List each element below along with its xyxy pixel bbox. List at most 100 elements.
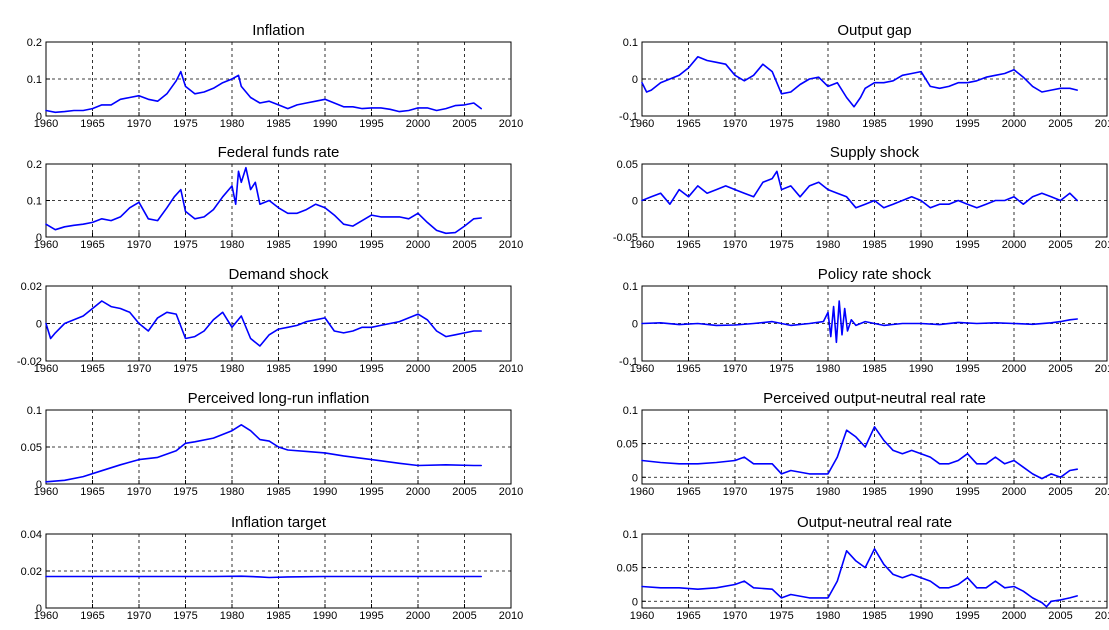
y-tick-label: -0.02 [17,356,42,368]
series-line [641,300,1078,344]
series-line [641,56,1078,108]
series-line [641,170,1078,209]
chart-panel: 1960 1965 1970 1975 1980 1985 1990 1995 2000 2005… [27,22,524,130]
x-tick-label: 1970 [723,610,747,622]
x-tick-label: 1995 [359,610,383,622]
series-line [45,166,482,235]
chart-title: Output-neutral real rate [797,514,952,531]
x-tick-label: 1990 [313,486,337,498]
y-tick-label: 0.1 [27,74,42,86]
x-tick-label: 2000 [406,486,430,498]
x-tick-label: 2005 [452,363,476,375]
x-tick-label: 1990 [909,239,933,251]
chart-title: Inflation target [231,514,327,531]
y-tick-label: 0.05 [21,442,42,454]
chart-panel: 1960 1965 1970 1975 1980 1985 1990 1995 2000 2005… [27,144,524,251]
y-tick-label: 0.05 [617,159,638,171]
x-tick-label: 2005 [1048,239,1072,251]
series-line [641,548,1078,608]
x-tick-label: 1995 [955,610,979,622]
x-tick-label: 1995 [359,239,383,251]
x-tick-label: 2010 [1095,610,1109,622]
x-tick-label: 1995 [359,363,383,375]
x-tick-label: 1980 [220,363,244,375]
x-tick-label: 2010 [499,118,523,130]
chart-title: Federal funds rate [218,144,340,161]
x-tick-label: 1970 [723,363,747,375]
y-tick-label: 0.04 [21,529,42,541]
y-tick-label: 0 [632,196,638,208]
x-tick-label: 2010 [499,239,523,251]
x-tick-label: 1970 [127,486,151,498]
x-tick-label: 2005 [452,239,476,251]
x-tick-label: 1975 [769,610,793,622]
x-tick-label: 2000 [406,239,430,251]
y-tick-label: 0 [632,319,638,331]
x-tick-label: 2010 [499,363,523,375]
y-tick-label: 0.1 [623,37,638,49]
x-tick-label: 1960 [630,486,654,498]
y-tick-label: 0.05 [617,563,638,575]
x-tick-label: 1990 [909,118,933,130]
chart-title: Perceived output-neutral real rate [763,390,986,407]
x-tick-label: 2010 [499,610,523,622]
chart-title: Inflation [252,22,305,39]
x-tick-label: 1975 [173,363,197,375]
y-tick-label: 0.02 [21,566,42,578]
chart-panel: 1960 1965 1970 1975 1980 1985 1990 1995 2000 2005… [613,144,1109,251]
x-tick-label: 1975 [173,486,197,498]
y-tick-label: -0.1 [619,111,638,123]
chart-title: Output gap [837,22,911,39]
x-tick-label: 1990 [909,363,933,375]
x-tick-label: 1990 [313,363,337,375]
series-line [641,426,1078,480]
x-tick-label: 2000 [1002,486,1026,498]
x-tick-label: 1965 [80,363,104,375]
x-tick-label: 1980 [220,486,244,498]
x-tick-label: 2005 [1048,610,1072,622]
x-tick-label: 2010 [1095,239,1109,251]
x-tick-label: 1985 [862,610,886,622]
x-tick-label: 1965 [80,486,104,498]
x-tick-label: 1970 [723,118,747,130]
x-tick-label: 2010 [1095,486,1109,498]
x-tick-label: 1985 [862,363,886,375]
x-tick-label: 2000 [406,363,430,375]
x-tick-label: 1980 [816,486,840,498]
x-tick-label: 2000 [1002,239,1026,251]
x-tick-label: 1975 [173,118,197,130]
x-tick-label: 1985 [862,118,886,130]
x-tick-label: 2000 [1002,610,1026,622]
x-tick-label: 1975 [173,610,197,622]
chart-panel: 1960 1965 1970 1975 1980 1985 1990 1995 2000 2005… [17,266,523,375]
x-tick-label: 1980 [816,118,840,130]
y-tick-label: 0 [36,319,42,331]
x-tick-label: 1975 [769,118,793,130]
x-tick-label: 1985 [862,239,886,251]
y-tick-label: 0.2 [27,159,42,171]
x-tick-label: 1995 [955,363,979,375]
x-tick-label: 1990 [909,610,933,622]
x-tick-label: 2010 [499,486,523,498]
x-tick-label: 1980 [816,363,840,375]
x-tick-label: 1975 [769,486,793,498]
chart-panel: 1960 1965 1970 1975 1980 1985 1990 1995 2000 2005… [617,514,1109,622]
x-tick-label: 1970 [723,486,747,498]
x-tick-label: 1980 [220,239,244,251]
x-tick-label: 1965 [80,610,104,622]
x-tick-label: 1965 [676,118,700,130]
x-tick-label: 1970 [127,118,151,130]
chart-title: Policy rate shock [818,266,932,283]
x-tick-label: 1995 [955,486,979,498]
x-tick-label: 2005 [1048,118,1072,130]
y-tick-label: -0.1 [619,356,638,368]
x-tick-label: 1960 [630,239,654,251]
y-tick-label: 0.02 [21,281,42,293]
chart-panel: 1960 1965 1970 1975 1980 1985 1990 1995 2000 2005… [619,266,1109,375]
x-tick-label: 2000 [1002,363,1026,375]
x-tick-label: 1985 [266,239,290,251]
x-tick-label: 2005 [1048,363,1072,375]
y-tick-label: 0.1 [623,281,638,293]
x-tick-label: 1960 [630,610,654,622]
x-tick-label: 1970 [127,363,151,375]
